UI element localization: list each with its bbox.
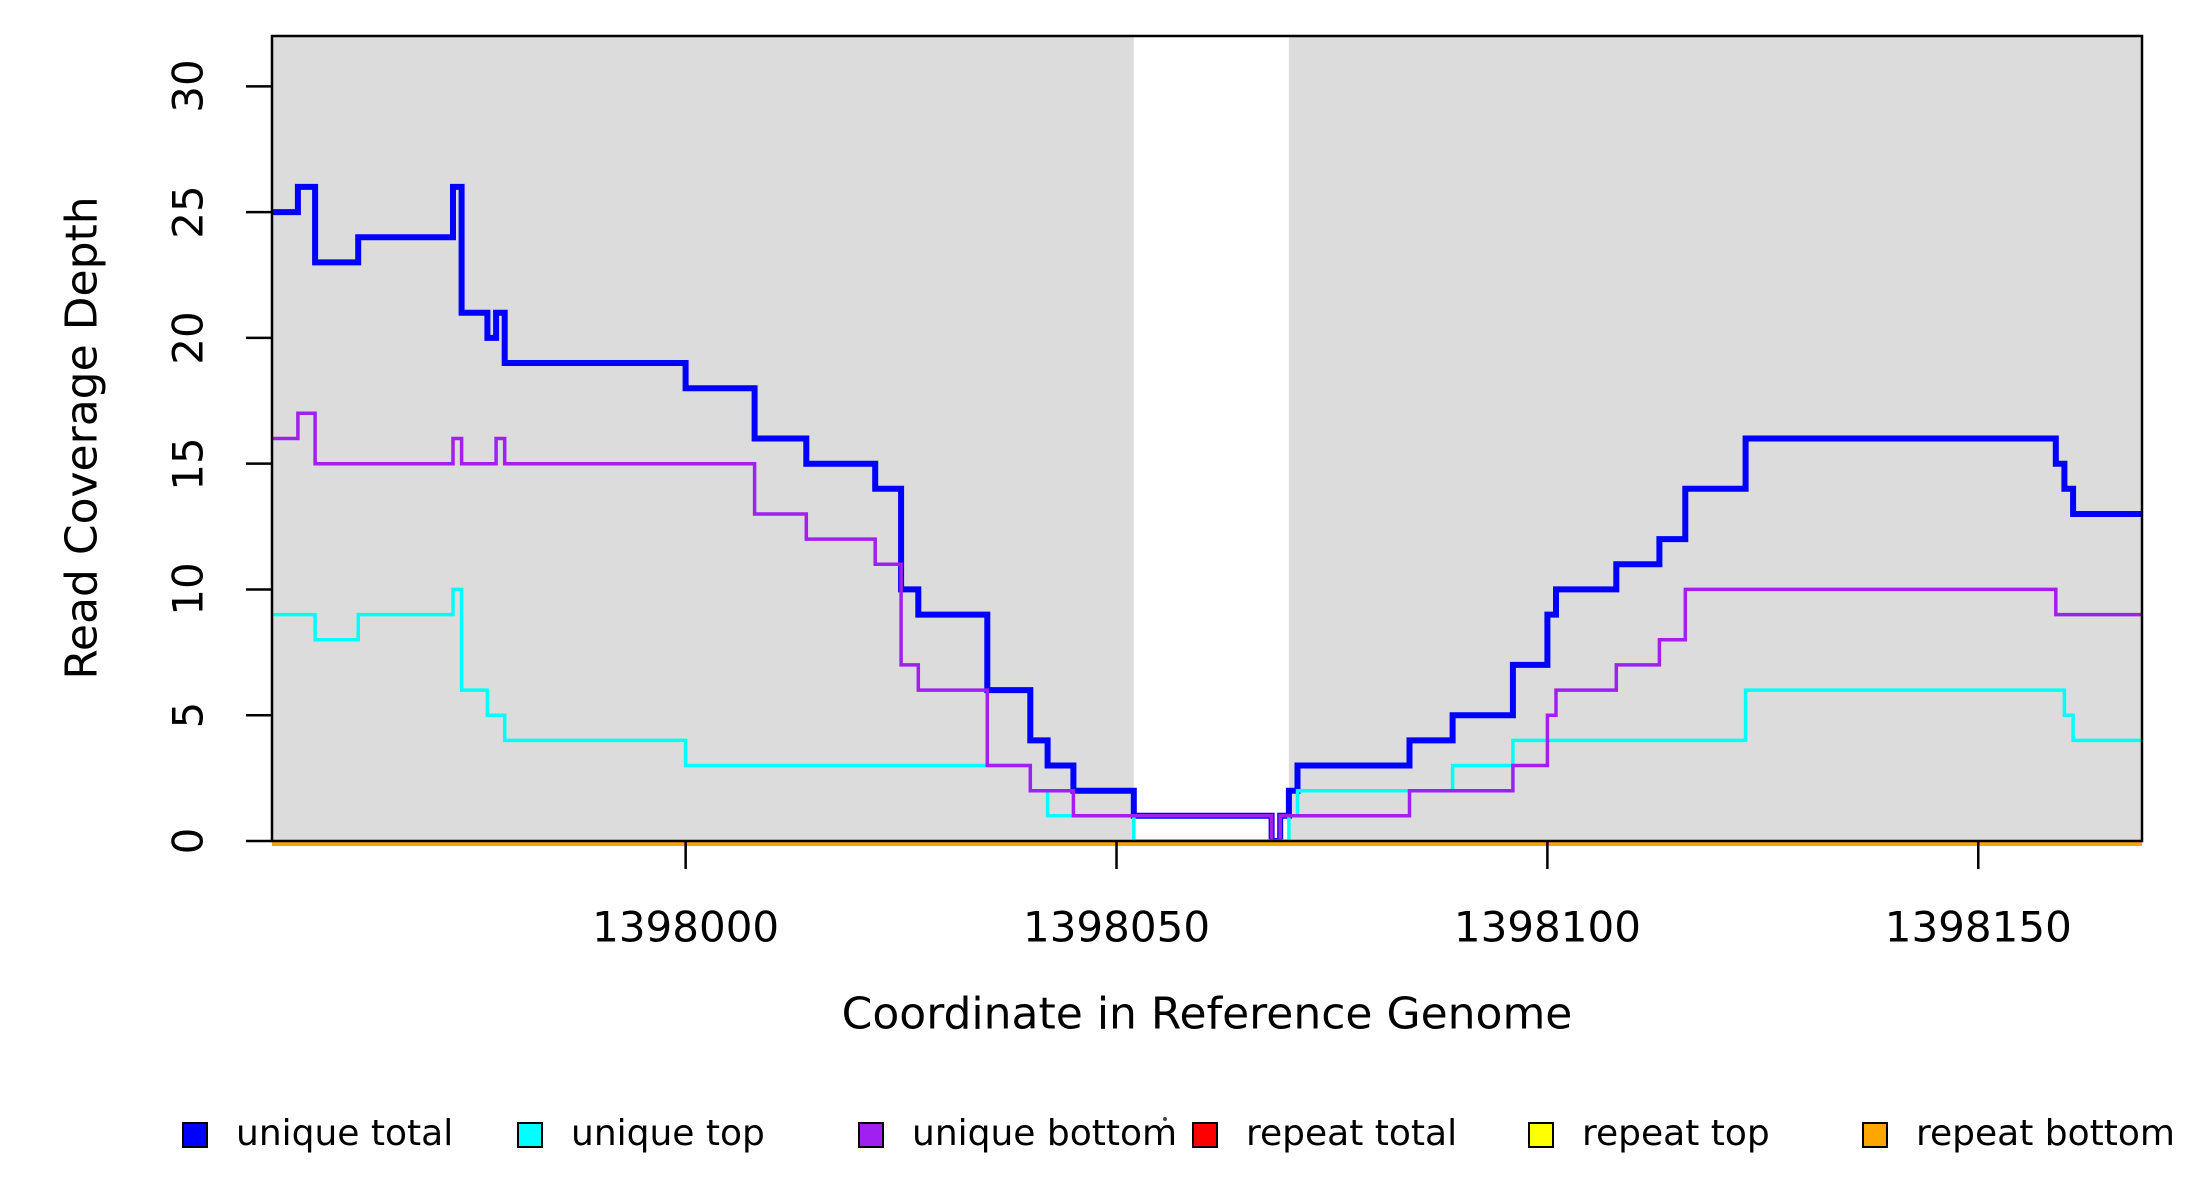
legend-label: unique top [571, 1113, 765, 1154]
y-axis-title: Read Coverage Depth [56, 196, 108, 680]
plot-border [270, 34, 2144, 843]
legend-swatch-icon [1192, 1122, 1218, 1148]
x-tick-label: 1398000 [592, 902, 780, 952]
x-tick-label: 1398100 [1453, 902, 1641, 952]
legend-label: repeat bottom [1916, 1113, 2175, 1154]
stray-mark [1163, 1117, 1167, 1121]
legend-swatch-icon [858, 1122, 884, 1148]
y-tick-label: 15 [163, 436, 213, 491]
y-tick-label: 10 [163, 562, 213, 617]
x-tick-label: 1398050 [1022, 902, 1211, 952]
legend-label: repeat total [1246, 1113, 1458, 1154]
series-unique-bottom-line [272, 411, 2142, 843]
y-tick-label: 0 [163, 827, 213, 855]
legend-swatch-icon [1528, 1122, 1554, 1148]
y-tick-label: 20 [163, 311, 213, 365]
legend-label: unique total [236, 1113, 454, 1154]
legend-swatch-icon [182, 1122, 208, 1148]
legend-label: unique bottom [912, 1113, 1178, 1154]
series-unique-total-line [272, 183, 2142, 844]
legend-label: repeat top [1582, 1113, 1770, 1154]
series-unique-top-line [272, 587, 2142, 843]
y-tick-label: 25 [163, 185, 213, 239]
x-tick-label: 1398150 [1884, 902, 2072, 952]
legend-swatch-icon [517, 1122, 543, 1148]
y-tick-label: 5 [163, 701, 213, 729]
legend-swatch-icon [1862, 1122, 1888, 1148]
y-tick-label: 30 [163, 59, 213, 114]
no-coverage-band [1133, 36, 1289, 841]
x-axis-title: Coordinate in Reference Genome [841, 988, 1573, 1040]
